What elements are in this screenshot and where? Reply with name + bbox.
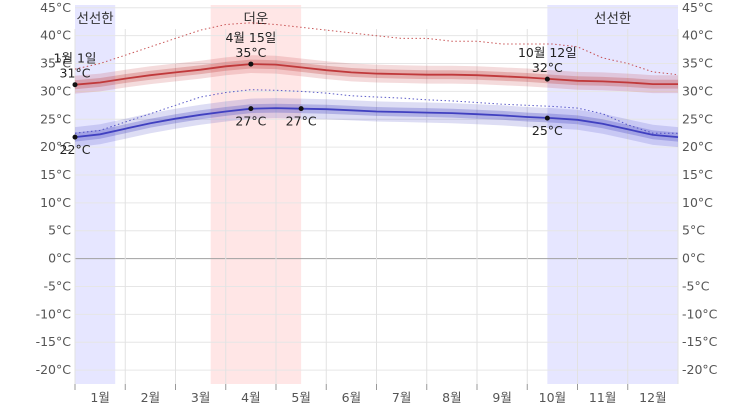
month-label: 1월 [90, 390, 109, 405]
annotation-temp: 25°C [532, 123, 563, 138]
annotation-point [544, 115, 550, 121]
high-record-dotted-line [74, 22, 679, 76]
season-label: 선선한 [594, 11, 631, 27]
season-label: 더운 [243, 11, 268, 27]
y-tick-label-left: 20°C [40, 139, 71, 154]
annotation-point [248, 106, 254, 112]
low-avg-line [74, 107, 679, 138]
month-label: 3월 [191, 390, 210, 405]
month-label: 7월 [392, 390, 411, 405]
y-tick-label-right: 45°C [682, 0, 713, 15]
month-label: 5월 [291, 390, 310, 405]
month-label: 11월 [589, 390, 616, 405]
month-label: 10월 [539, 390, 566, 405]
y-tick-label-left: 30°C [40, 83, 71, 98]
annotation-temp: 31°C [60, 66, 91, 81]
y-tick-label-left: -15°C [36, 334, 72, 349]
month-label: 4월 [241, 390, 260, 405]
low-record-dotted-line [74, 89, 678, 134]
low-band-inner [75, 103, 678, 142]
y-tick-label-left: 25°C [40, 111, 71, 126]
month-label: 12월 [639, 390, 666, 405]
annotation-point [544, 76, 550, 82]
season-label: 선선한 [76, 11, 113, 27]
y-tick-label-left: 0°C [48, 251, 71, 266]
annotation-date: 10월 12일 [518, 45, 577, 60]
y-tick-label-left: -5°C [44, 278, 72, 293]
y-tick-label-right: -15°C [682, 334, 718, 349]
high-avg-line [74, 63, 678, 86]
annotation-point [72, 134, 78, 140]
month-label: 8월 [442, 390, 461, 405]
annotation-temp: 27°C [286, 114, 317, 129]
y-tick-label-right: 40°C [682, 28, 713, 43]
y-tick-label-left: 35°C [40, 56, 71, 71]
y-tick-label-right: 15°C [682, 167, 713, 182]
y-tick-label-right: -10°C [682, 306, 718, 321]
annotation-temp: 22°C [60, 142, 91, 157]
annotation-date: 1월 1일 [54, 51, 97, 66]
y-tick-label-right: -5°C [682, 278, 710, 293]
month-label: 6월 [342, 390, 361, 405]
y-tick-label-left: 15°C [40, 167, 71, 182]
annotation-point [248, 61, 254, 67]
y-tick-label-right: 30°C [682, 83, 713, 98]
season-band [75, 5, 116, 384]
y-tick-label-right: 0°C [682, 251, 705, 266]
month-label: 9월 [492, 390, 511, 405]
y-tick-label-right: 20°C [682, 139, 713, 154]
low-band-outer [75, 98, 678, 148]
y-tick-label-left: 10°C [40, 195, 71, 210]
y-tick-label-right: 35°C [682, 56, 713, 71]
y-tick-label-right: -20°C [682, 362, 718, 377]
annotation-temp: 35°C [235, 45, 266, 60]
y-tick-label-left: -10°C [36, 306, 72, 321]
y-tick-label-right: 25°C [682, 111, 713, 126]
month-label: 2월 [141, 390, 160, 405]
annotation-date: 4월 15일 [225, 30, 276, 45]
y-tick-label-left: -20°C [36, 362, 72, 377]
annotation-temp: 27°C [235, 114, 266, 129]
annotation-temp: 32°C [532, 60, 563, 75]
season-band [547, 5, 678, 384]
y-tick-label-left: 40°C [40, 28, 71, 43]
annotation-point [298, 106, 304, 112]
annotation-point [72, 82, 78, 88]
y-tick-label-left: 5°C [48, 223, 71, 238]
y-tick-label-right: 10°C [682, 195, 713, 210]
y-tick-label-right: 5°C [682, 223, 705, 238]
y-tick-label-left: 45°C [40, 0, 71, 15]
